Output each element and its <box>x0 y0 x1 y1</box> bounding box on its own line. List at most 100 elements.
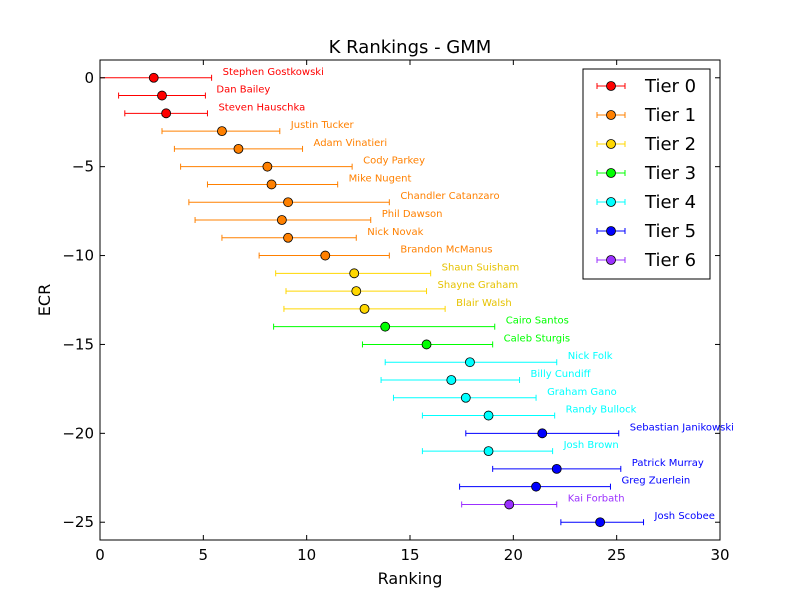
point-label: Greg Zuerlein <box>621 476 690 487</box>
chart-title: K Rankings - GMM <box>329 37 492 58</box>
legend-item: Tier 1 <box>596 105 696 126</box>
point-label: Billy Cundiff <box>531 369 592 380</box>
x-axis: 0 5 10 15 20 25 30 <box>95 60 730 564</box>
x-tick-label: 25 <box>607 546 626 564</box>
data-point-group: Shaun Suisham <box>275 262 520 279</box>
data-point <box>276 215 287 225</box>
data-point <box>460 392 471 403</box>
point-label: Steven Hauschka <box>218 102 305 113</box>
data-point-group: Mike Nugent <box>206 173 412 190</box>
data-point-group: Adam Vinatieri <box>173 138 388 154</box>
y-tick-label: 0 <box>84 69 94 87</box>
legend-marker <box>606 168 616 178</box>
legend-item: Tier 6 <box>596 250 696 271</box>
data-point <box>217 126 227 137</box>
legend-marker <box>606 197 616 207</box>
point-label: Mike Nugent <box>349 173 412 184</box>
point-label: Graham Gano <box>547 387 617 398</box>
x-axis-label: Ranking <box>378 569 443 588</box>
data-point-group: Billy Cundiff <box>380 369 592 385</box>
point-label: Brandon McManus <box>400 245 492 256</box>
x-tick-label: 20 <box>504 546 523 564</box>
data-point-group: Graham Gano <box>392 387 617 403</box>
point-label: Cody Parkey <box>363 156 425 167</box>
x-tick-label: 0 <box>95 546 105 564</box>
x-tick-label: 30 <box>710 546 729 564</box>
x-tick-label: 15 <box>400 546 419 564</box>
data-point-group: Steven Hauschka <box>124 102 305 119</box>
point-label: Josh Brown <box>563 440 619 451</box>
y-tick-label: −5 <box>72 158 94 176</box>
data-point-group: Dan Bailey <box>118 85 270 101</box>
data-point <box>551 463 562 474</box>
data-point-group: Kai Forbath <box>461 493 625 510</box>
data-point <box>359 303 370 314</box>
point-label: Dan Bailey <box>216 85 270 96</box>
data-point <box>537 428 548 439</box>
legend-item: Tier 4 <box>596 192 696 213</box>
data-point-group: Phil Dawson <box>194 209 443 225</box>
data-point <box>320 250 331 261</box>
legend-marker <box>606 110 616 120</box>
data-point-group: Justin Tucker <box>161 120 355 137</box>
data-point <box>148 72 159 83</box>
data-point <box>262 161 273 172</box>
legend-item: Tier 3 <box>596 163 696 184</box>
legend-box <box>582 68 711 280</box>
legend-item: Tier 5 <box>596 221 696 242</box>
data-point-group: Nick Folk <box>384 351 613 368</box>
data-point <box>531 481 541 492</box>
point-label: Cairo Santos <box>506 316 569 327</box>
data-point <box>504 499 515 510</box>
data-point <box>595 517 606 528</box>
point-label: Adam Vinatieri <box>314 138 388 149</box>
data-point-group: Chandler Catanzaro <box>188 191 500 208</box>
point-label: Justin Tucker <box>290 120 355 131</box>
legend-label: Tier 2 <box>644 134 696 155</box>
point-label: Shaun Suisham <box>442 262 520 273</box>
point-label: Patrick Murray <box>632 458 704 469</box>
plot-area: Stephen Gostkowski Dan Bailey Steven Hausc… <box>99 67 734 528</box>
point-label: Sebastian Janikowski <box>630 422 734 433</box>
legend-marker <box>606 226 616 236</box>
data-point <box>157 90 167 101</box>
data-point-group: Brandon McManus <box>258 245 493 261</box>
legend-label: Tier 5 <box>644 221 696 242</box>
data-point-group: Patrick Murray <box>492 458 704 474</box>
data-point <box>349 268 360 279</box>
data-point-group: Greg Zuerlein <box>459 476 690 492</box>
point-label: Josh Scobee <box>654 511 715 522</box>
point-label: Randy Bullock <box>566 405 637 416</box>
data-point-group: Cody Parkey <box>180 156 425 172</box>
data-point <box>465 357 475 368</box>
data-point-group: Cairo Santos <box>273 316 569 332</box>
data-point-group: Randy Bullock <box>421 405 637 421</box>
y-tick-label: −20 <box>62 424 94 442</box>
legend-label: Tier 3 <box>644 163 696 184</box>
data-point <box>483 446 494 457</box>
y-tick-label: −15 <box>62 335 94 353</box>
data-point <box>283 197 293 208</box>
x-tick-label: 10 <box>297 546 316 564</box>
legend-label: Tier 0 <box>644 76 696 97</box>
point-label: Nick Novak <box>367 227 423 238</box>
point-label: Blair Walsh <box>456 298 512 309</box>
point-label: Chandler Catanzaro <box>400 191 499 202</box>
point-label: Phil Dawson <box>382 209 443 220</box>
legend-marker <box>606 255 616 265</box>
data-point <box>421 339 432 350</box>
x-tick-label: 5 <box>199 546 209 564</box>
legend-label: Tier 1 <box>644 105 696 126</box>
data-point <box>283 232 293 243</box>
y-axis: 0 −5 −10 −15 −20 −25 <box>62 69 720 531</box>
point-label: Stephen Gostkowski <box>223 67 324 78</box>
data-point <box>351 286 362 297</box>
y-tick-label: −25 <box>62 513 94 531</box>
legend: Tier 0 Tier 1 Tier 2 Tier 3 Tier 4 Tier 5 Tier… <box>582 68 711 280</box>
legend-label: Tier 6 <box>644 250 696 271</box>
data-point <box>161 108 172 119</box>
y-tick-label: −10 <box>62 247 94 265</box>
data-point-group: Blair Walsh <box>283 298 512 314</box>
point-label: Shayne Graham <box>438 280 519 291</box>
